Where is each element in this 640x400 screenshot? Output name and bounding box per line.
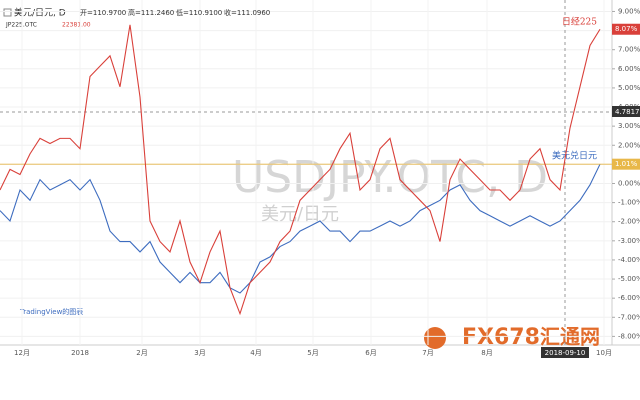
last-badge: [612, 23, 640, 35]
logo: FX678: [462, 325, 540, 350]
end-label: 日经225: [562, 16, 597, 28]
watermark-sub: 美元/日元: [261, 204, 339, 225]
crosshair-value: 4.7817: [615, 108, 640, 116]
x-tick-label: 2月: [136, 349, 147, 357]
end-label: 美元兑日元: [552, 150, 597, 162]
ohlc: 低=110.9100: [176, 8, 222, 17]
y-tick-label: 3.00%: [618, 122, 640, 130]
y-tick-label: 5.00%: [618, 84, 640, 92]
y-tick-label: -5.00%: [618, 275, 640, 283]
y-tick-label: -2.00%: [618, 218, 640, 226]
x-tick-label: 12月: [14, 349, 30, 357]
y-tick-label: -1.00%: [618, 199, 640, 207]
icon: [3, 8, 12, 17]
line: [0, 24, 601, 316]
crosshair-badge: [541, 347, 589, 358]
y-tick-label: 9.00%: [618, 7, 640, 15]
crosshair-label: 2018-09-10: [545, 349, 586, 357]
last-badge: [612, 158, 640, 170]
x-tick-label: 8月: [481, 349, 492, 357]
x-tick-label: 5月: [307, 349, 318, 357]
line: [0, 163, 601, 294]
crosshair-badge: [612, 106, 640, 117]
last-badge-label: 1.01%: [615, 160, 638, 168]
y-tick-label: -8.00%: [618, 332, 640, 340]
logo-icon: [424, 327, 446, 349]
x-tick-label: 3月: [194, 349, 205, 357]
y-tick-label: -4.00%: [618, 256, 640, 264]
x-tick-label: 6月: [365, 349, 376, 357]
ohlc: 收=111.0960: [224, 8, 270, 17]
ohlc: 开=110.9700: [80, 9, 126, 17]
y-tick-label: 6.00%: [618, 65, 640, 73]
legend-main: 美元/日元, D: [14, 7, 66, 19]
y-tick-label: -7.00%: [618, 313, 640, 321]
y-tick-label: 2.00%: [618, 141, 640, 149]
x-tick-label: 10月: [596, 349, 612, 357]
y-tick-label: 7.00%: [618, 46, 640, 54]
footer-left: TradingView的图表: [19, 307, 83, 316]
watermark: USDJPY.OTC, D: [232, 152, 548, 203]
x-tick-label: 7月: [422, 349, 433, 357]
x-tick-label: 4月: [250, 349, 261, 357]
y-tick-label: -3.00%: [618, 237, 640, 245]
legend-value: 22381.00: [62, 22, 91, 29]
y-tick-label: 0.00%: [618, 179, 640, 187]
y-tick-label: -6.00%: [618, 294, 640, 302]
last-badge-label: 8.07%: [615, 25, 638, 33]
ohlc: 高=111.2460: [128, 8, 174, 17]
legend-second: JP225.OTC: [5, 22, 37, 29]
x-tick-label: 2018: [71, 349, 89, 357]
